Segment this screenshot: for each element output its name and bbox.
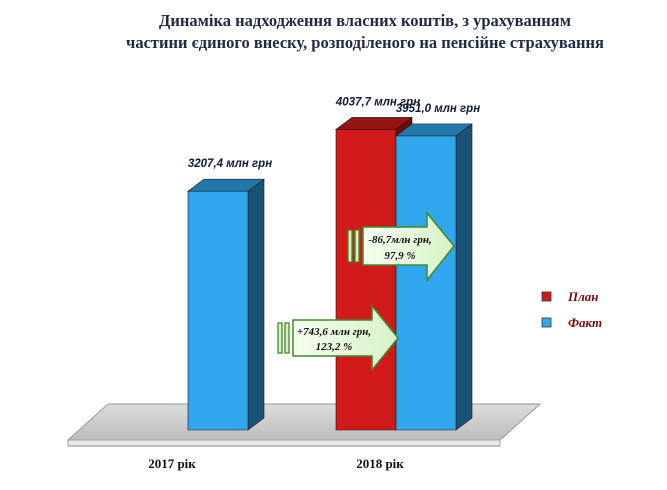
bar-side xyxy=(247,178,265,431)
annotation-arrow-2: -86,7млн грн, 97,9 % xyxy=(347,210,455,283)
chart-title-line-1: Динаміка надходження власних коштів, з у… xyxy=(159,11,571,30)
annotation-arrow-2-stripe-1 xyxy=(347,229,353,263)
bar-Факт-2018 рік xyxy=(395,123,473,431)
value-label-Факт-2017 рік: 3207,4 млн грн xyxy=(188,158,272,170)
annotation-arrow-1-stripe-1 xyxy=(277,322,283,354)
annotation-arrow-2-body xyxy=(362,210,455,283)
annotation-1-line-2: 123,2 % xyxy=(316,341,353,353)
legend-swatch-fact xyxy=(541,317,552,328)
bar-front xyxy=(187,190,249,431)
annotation-1-line-1: +743,6 млн грн, xyxy=(297,326,371,338)
bar-top xyxy=(187,178,265,192)
legend-item-fact: Факт xyxy=(541,315,602,330)
value-label-Факт-2018 рік: 3951,0 млн грн xyxy=(396,103,480,115)
legend-label-plan: План xyxy=(567,289,599,304)
annotation-2-line-2: 97,9 % xyxy=(384,250,415,262)
chart-floor-edge xyxy=(67,439,501,447)
annotation-arrow-1: +743,6 млн грн, 123,2 % xyxy=(277,303,399,373)
annotation-arrow-1-body xyxy=(292,303,399,373)
value-label-План-2018 рік: 4037,7 млн грн xyxy=(335,96,420,108)
category-label-2017: 2017 рік xyxy=(148,456,196,471)
legend-swatch-plan xyxy=(541,291,552,302)
annotation-2-line-1: -86,7млн грн, xyxy=(368,234,431,246)
chart-title-line-2: частини єдиного внеску, розподіленого на… xyxy=(126,33,604,52)
annotation-arrow-2-stripe-2 xyxy=(354,229,360,263)
legend: План Факт xyxy=(541,289,602,330)
bar-Факт-2017 рік xyxy=(187,178,265,431)
legend-item-plan: План xyxy=(541,289,599,304)
bar-front xyxy=(335,129,397,431)
bar-top xyxy=(335,117,413,130)
category-label-2018: 2018 рік xyxy=(356,456,404,471)
bar-front xyxy=(395,135,457,431)
bar-top xyxy=(395,123,473,137)
annotation-arrow-1-stripe-2 xyxy=(284,322,290,354)
bar-side xyxy=(455,123,473,431)
legend-label-fact: Факт xyxy=(568,315,602,330)
